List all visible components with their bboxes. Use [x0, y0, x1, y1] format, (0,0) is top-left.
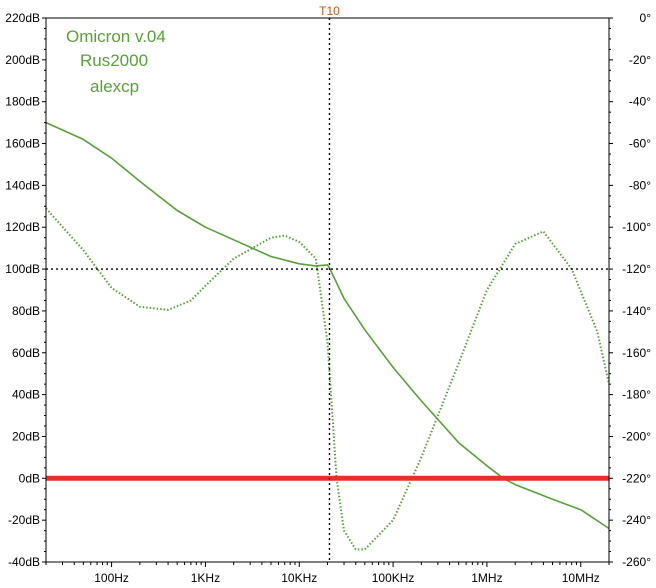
y-right-tick-label: -40°	[629, 95, 651, 109]
y-right-tick-label: -20°	[629, 53, 651, 67]
y-right-tick-label: -220°	[622, 471, 651, 485]
y-right-tick-label: -260°	[622, 555, 651, 569]
x-tick-label: 1MHz	[471, 571, 502, 585]
y-right-tick-label: -200°	[622, 429, 651, 443]
y-left-tick-label: 60dB	[12, 346, 40, 360]
annotation-alexcp: alexcp	[90, 77, 139, 96]
y-left-tick-label: 220dB	[5, 11, 40, 25]
x-tick-label: 10MHz	[562, 571, 600, 585]
y-left-tick-label: -40dB	[8, 555, 40, 569]
y-left-tick-label: 100dB	[5, 262, 40, 276]
y-right-tick-label: -180°	[622, 388, 651, 402]
y-right-tick-label: 0°	[640, 11, 652, 25]
y-left-tick-label: 160dB	[5, 137, 40, 151]
cursor-label[interactable]: T10	[319, 4, 340, 18]
y-left-tick-label: 40dB	[12, 388, 40, 402]
y-right-tick-label: -140°	[622, 304, 651, 318]
y-left-tick-label: 180dB	[5, 95, 40, 109]
y-left-tick-label: 20dB	[12, 429, 40, 443]
x-tick-label: 1KHz	[191, 571, 220, 585]
y-right-tick-label: -240°	[622, 513, 651, 527]
y-left-tick-label: 80dB	[12, 304, 40, 318]
y-left-tick-label: 140dB	[5, 178, 40, 192]
y-right-tick-label: -80°	[629, 178, 651, 192]
y-left-tick-label: 120dB	[5, 220, 40, 234]
y-left-tick-label: 200dB	[5, 53, 40, 67]
annotation-rus2000: Rus2000	[80, 51, 148, 70]
y-right-tick-label: -160°	[622, 346, 651, 360]
bode-plot: 220dB 200dB 180dB 160dB 140dB 120dB 100dB 80dB 6…	[0, 0, 656, 588]
x-tick-label: 100KHz	[372, 571, 415, 585]
y-left-tick-label: -20dB	[8, 513, 40, 527]
annotation-omicron: Omicron v.04	[66, 27, 166, 46]
x-tick-label: 100Hz	[94, 571, 129, 585]
y-right-tick-label: -60°	[629, 137, 651, 151]
x-tick-label: 10KHz	[281, 571, 317, 585]
y-right-tick-label: -100°	[622, 220, 651, 234]
y-right-tick-label: -120°	[622, 262, 651, 276]
y-left-tick-label: 0dB	[19, 471, 40, 485]
